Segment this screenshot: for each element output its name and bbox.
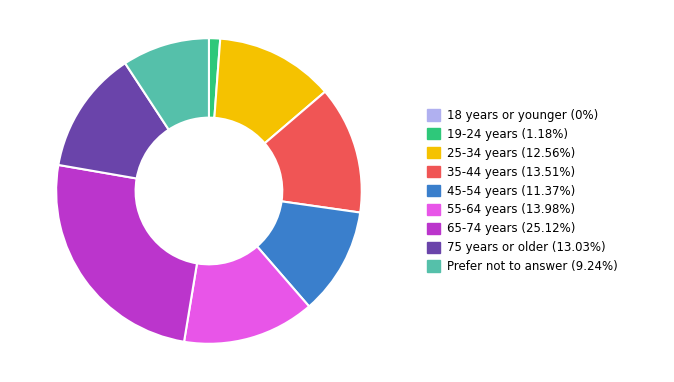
Wedge shape: [265, 92, 362, 212]
Legend: 18 years or younger (0%), 19-24 years (1.18%), 25-34 years (12.56%), 35-44 years: 18 years or younger (0%), 19-24 years (1…: [424, 105, 621, 277]
Wedge shape: [214, 39, 325, 143]
Wedge shape: [56, 165, 197, 342]
Wedge shape: [59, 63, 168, 178]
Wedge shape: [184, 246, 309, 344]
Wedge shape: [125, 38, 209, 129]
Wedge shape: [257, 201, 360, 306]
Wedge shape: [209, 38, 220, 118]
